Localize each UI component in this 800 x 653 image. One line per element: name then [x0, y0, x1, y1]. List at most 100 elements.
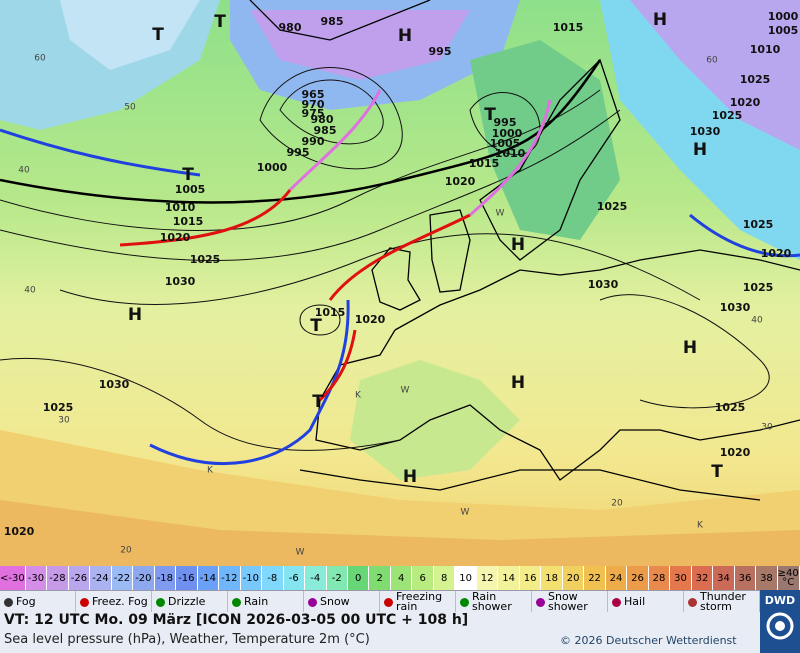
pressure-label: 1015: [315, 306, 346, 319]
scale-cell: -26: [68, 566, 91, 590]
pressure-label: 1030: [588, 278, 619, 291]
weather-map: 980 9859951015965970975980985990995100010…: [0, 0, 800, 566]
pressure-label: 1025: [743, 218, 774, 231]
labels: 980 9859951015965970975980985990995100010…: [4, 10, 799, 558]
pressure-label: 1020: [355, 313, 386, 326]
legend-symbol: [4, 597, 13, 607]
isobars: [0, 67, 770, 451]
pressure-center: H: [511, 235, 525, 255]
legend-item: Rain: [228, 591, 304, 613]
pressure-label: 1025: [597, 200, 628, 213]
pressure-label: 995: [287, 146, 310, 159]
scale-cell: 16: [519, 566, 542, 590]
scale-cell: 32: [691, 566, 714, 590]
scale-cell: 30: [670, 566, 692, 590]
grid-label: 40: [751, 316, 763, 326]
weather-legend: Fog Freez. Fog Drizzle Rain Snow Freezing rai…: [0, 590, 760, 613]
legend-item: Hail: [608, 591, 684, 613]
scale-cell: 34: [713, 566, 735, 590]
scale-cell: 14: [498, 566, 520, 590]
pressure-center: H: [653, 10, 667, 30]
scale-cell: -10: [240, 566, 263, 590]
pressure-center: T: [182, 165, 194, 185]
pressure-label: 1005: [175, 183, 206, 196]
pressure-label: 1030: [690, 125, 721, 138]
scale-cell: -12: [219, 566, 241, 590]
temperature-scale: <-30 -30 -28 -26 -24 -22 -20 -18 -16 -14 -12 -10 -8-…: [0, 566, 800, 590]
pressure-label: 1020: [445, 175, 476, 188]
pressure-label: 1030: [720, 301, 751, 314]
legend-item: Snow: [304, 591, 380, 613]
scale-cell: -18: [154, 566, 177, 590]
pressure-label: 1000: [257, 161, 288, 174]
legend-symbol: [232, 597, 241, 607]
pressure-center: H: [693, 140, 707, 160]
pressure-label: 1010: [495, 147, 526, 160]
scale-cell: 28: [648, 566, 671, 590]
scale-cell: 18: [541, 566, 563, 590]
pressure-center: T: [152, 25, 164, 45]
pressure-label: 1025: [740, 73, 771, 86]
scale-cell: 10: [455, 566, 477, 590]
pressure-label: 995: [429, 45, 452, 58]
legend-item: Snow shower: [532, 591, 608, 613]
pressure-label: 1025: [190, 253, 221, 266]
legend-symbol: [612, 597, 621, 607]
logo-icon: [766, 612, 794, 640]
legend-label: Hail: [624, 595, 646, 608]
scale-cell: -4: [305, 566, 327, 590]
legend-symbol: [688, 597, 697, 607]
pressure-label: 990: [302, 135, 325, 148]
scale-cell: -6: [283, 566, 306, 590]
scale-cell: 8: [433, 566, 456, 590]
pressure-label: 995: [494, 116, 517, 129]
logo-text: DWD: [764, 594, 796, 607]
scale-cell: <-30: [0, 566, 26, 590]
legend-symbol: [384, 597, 393, 607]
pressure-center: T: [312, 392, 324, 412]
pressure-label: 1010: [165, 201, 196, 214]
scale-cell: 26: [627, 566, 649, 590]
pressure-label: 1005: [490, 137, 521, 150]
pressure-label: 975: [302, 107, 325, 120]
legend-label: Rain: [244, 595, 269, 608]
logo: DWD: [760, 590, 800, 653]
scale-cell: -24: [90, 566, 112, 590]
legend-item: Rain shower: [456, 591, 532, 613]
main-isobar: [0, 59, 602, 204]
legend-label: Snow: [320, 595, 350, 608]
grid-label: W: [496, 209, 505, 219]
grid-label: W: [401, 386, 410, 396]
legend-item: Freez. Fog: [76, 591, 152, 613]
pressure-label: 1025: [743, 281, 774, 294]
scale-cell: 4: [390, 566, 413, 590]
legend-label: Thunder storm: [700, 590, 746, 613]
scale-cell: -28: [47, 566, 69, 590]
pressure-center: T: [711, 462, 723, 482]
legend-label: Freezing rain: [396, 590, 443, 613]
scale-cell: 0: [347, 566, 370, 590]
pressure-center: H: [683, 338, 697, 358]
cold-area: [250, 10, 470, 80]
pressure-label: 1015: [173, 215, 204, 228]
grid-label: 20: [120, 546, 132, 556]
pressure-center: H: [403, 467, 417, 487]
scale-cell: 38: [756, 566, 778, 590]
grid-label: 30: [761, 423, 773, 433]
grid-label: W: [461, 508, 470, 518]
legend-label: Drizzle: [168, 595, 206, 608]
grid-label: K: [355, 391, 362, 401]
pressure-label: 1020: [160, 231, 191, 244]
legend-label: Rain shower: [472, 590, 512, 613]
pressure-label: 965: [302, 88, 325, 101]
pressure-label: 1030: [165, 275, 196, 288]
pressure-label: 1000: [768, 10, 799, 23]
grid-label: 20: [611, 499, 623, 509]
pressure-label: 980: [311, 113, 334, 126]
pressure-label: 980: [279, 21, 302, 34]
pressure-center: H: [128, 305, 142, 325]
pressure-label: 1025: [712, 109, 743, 122]
scale-cell: -30: [25, 566, 48, 590]
scale-cell: 2: [369, 566, 391, 590]
